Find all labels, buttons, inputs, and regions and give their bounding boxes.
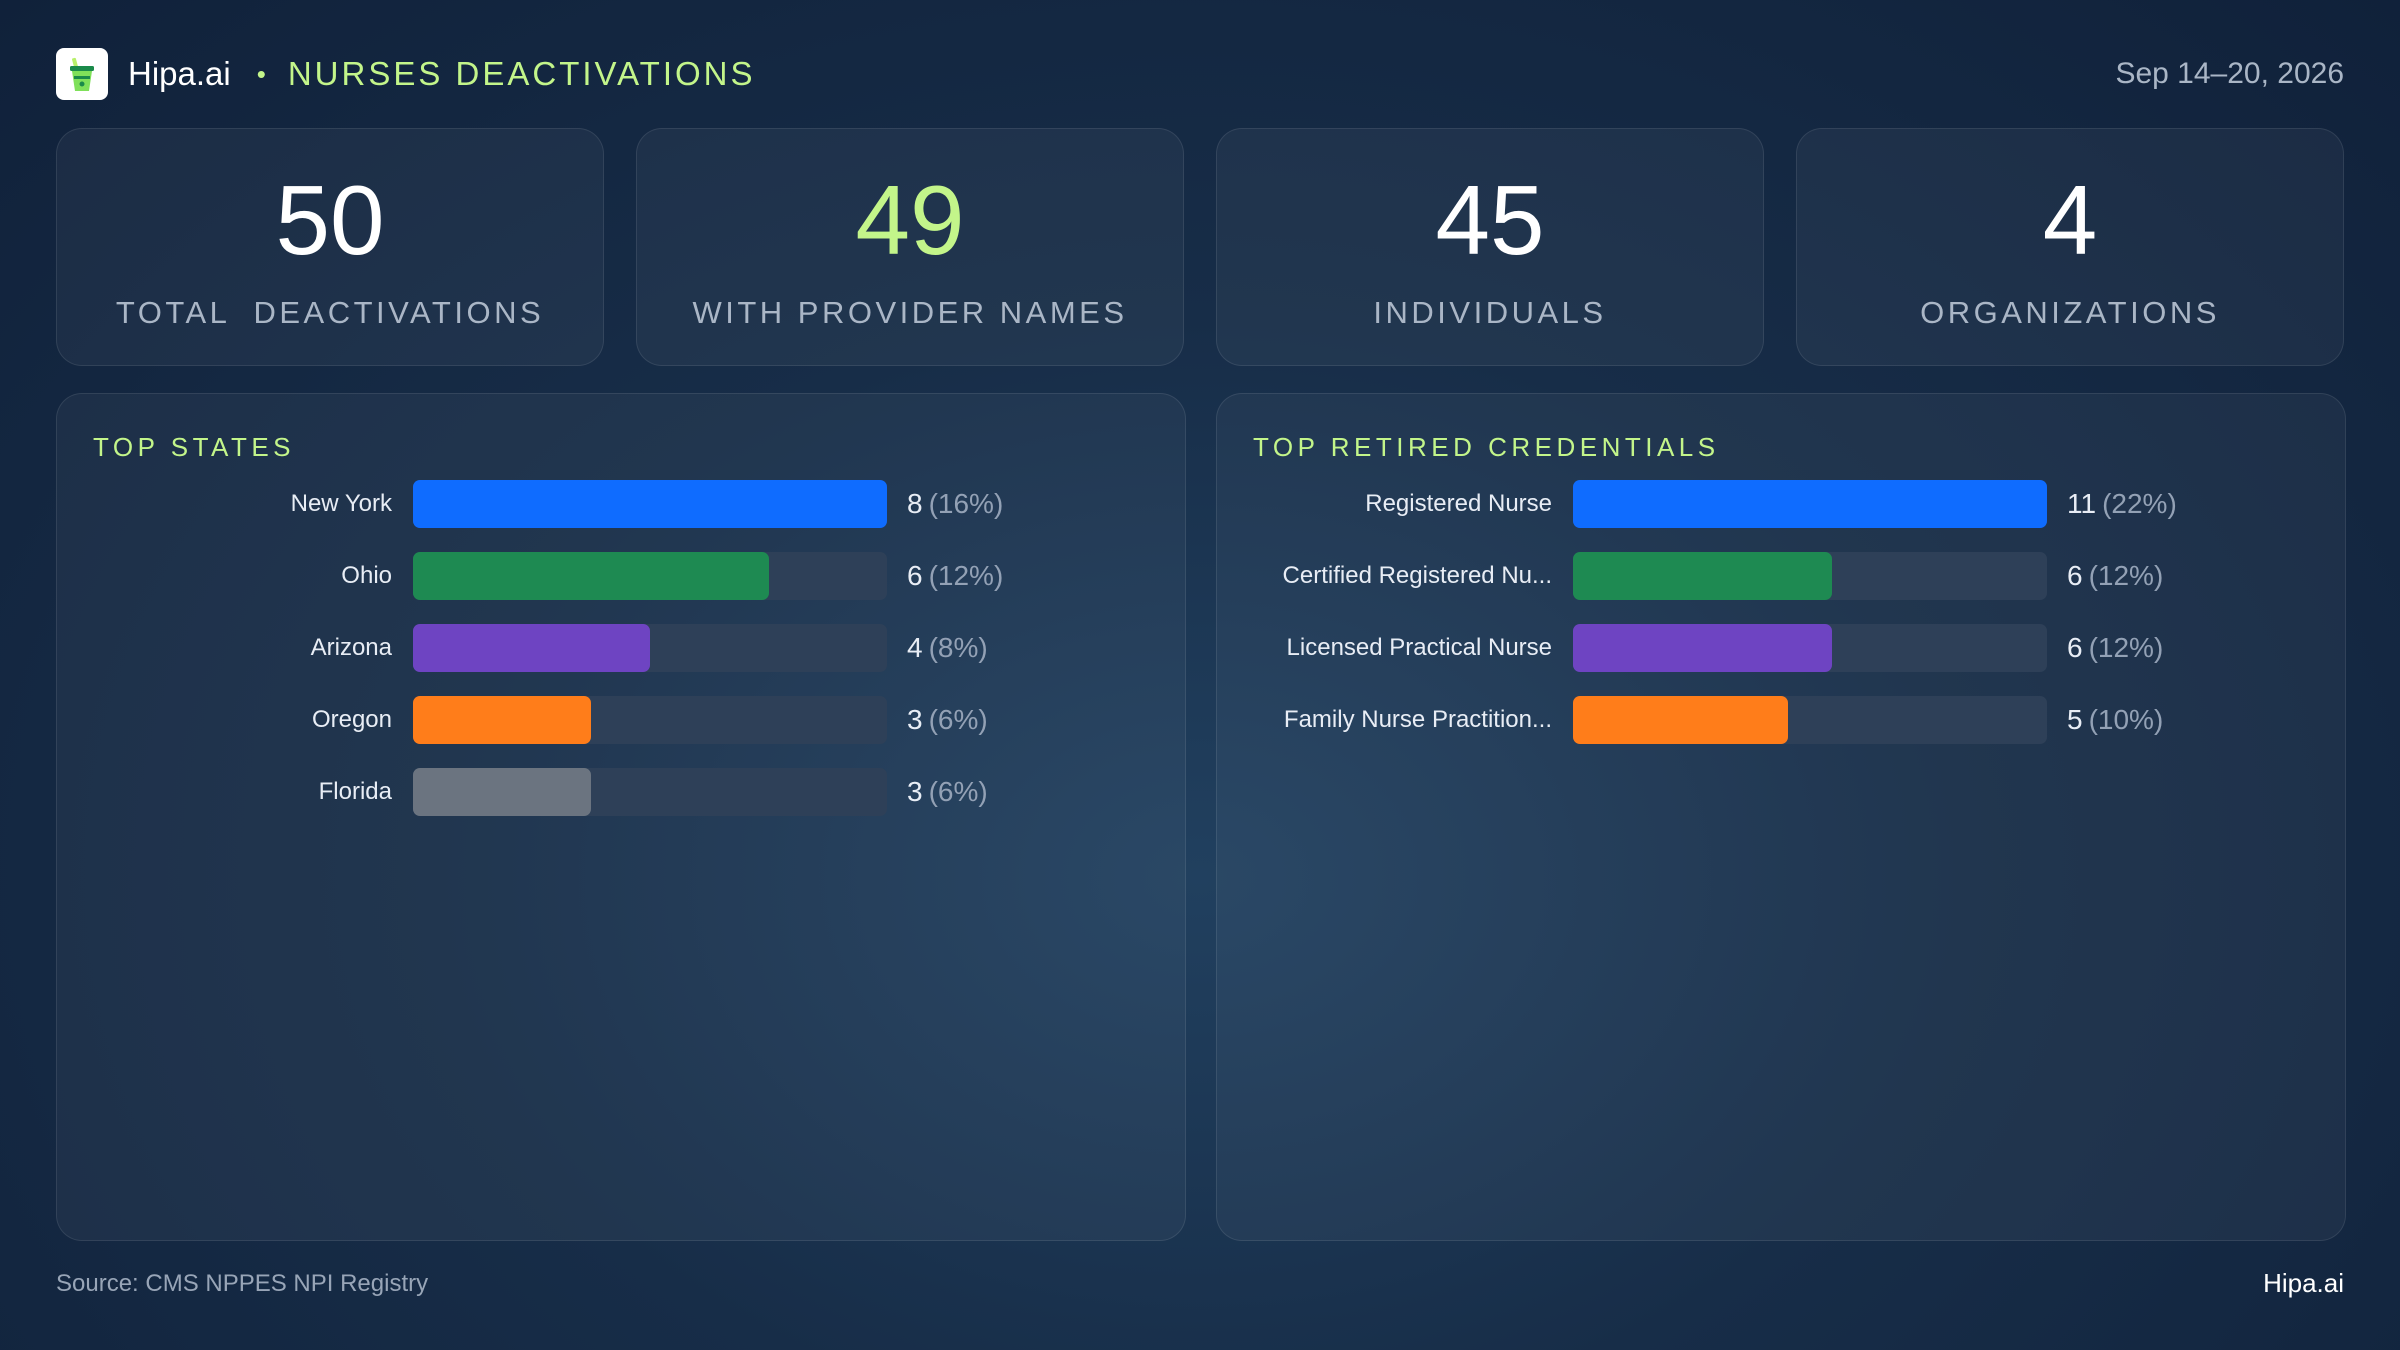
bar-count: 3: [907, 704, 923, 735]
bar-count: 8: [907, 488, 923, 519]
stat-value: 45: [1435, 165, 1545, 275]
bar: [1573, 696, 1789, 744]
bar-track: [1573, 624, 2047, 672]
bar-label: Oregon: [311, 706, 392, 733]
bar-row: Ohio 6 (12%): [57, 552, 1185, 600]
bar-count: 4: [907, 632, 923, 663]
stat-label: INDIVIDUALS: [1373, 295, 1607, 330]
bar-percent: (12%): [2088, 560, 2164, 591]
bar-percent: (8%): [928, 632, 988, 663]
bar: [1573, 624, 1832, 672]
bar-row: New York 8 (16%): [57, 480, 1185, 528]
bar-percent: (10%): [2088, 704, 2164, 735]
bar-label: Ohio: [341, 562, 392, 589]
bar-track: [1573, 552, 2047, 600]
bar-track: [413, 768, 887, 816]
stat-card-total: 50 TOTAL DEACTIVATIONS: [56, 128, 604, 366]
bar-count: 6: [907, 560, 923, 591]
brand-name: Hipa.ai: [128, 55, 231, 92]
top-states-panel: TOP STATES New York 8 (16%) Ohio 6 (12%) Arizo…: [56, 393, 1186, 1241]
header: Hipa.ai • NURSES DEACTIVATIONS Sep 14–20…: [56, 46, 2344, 102]
bar-value-label: 8 (16%): [907, 480, 1003, 528]
bar-track: [413, 480, 887, 528]
footer-brand: Hipa.ai: [2263, 1268, 2344, 1298]
stat-label: TOTAL DEACTIVATIONS: [115, 295, 545, 330]
drink-cup-icon: [56, 48, 108, 100]
bar-track: [413, 696, 887, 744]
bar-row: Arizona 4 (8%): [57, 624, 1185, 672]
bar-track: [1573, 480, 2047, 528]
bar-percent: (6%): [928, 776, 988, 807]
bar-percent: (22%): [2102, 488, 2177, 519]
bar-percent: (16%): [928, 488, 1004, 519]
stat-value: 49: [855, 165, 965, 275]
title-separator: •: [256, 58, 266, 89]
stat-value: 50: [275, 165, 385, 275]
bar-count: 5: [2067, 704, 2083, 735]
bar-label: Arizona: [310, 634, 392, 661]
bar: [413, 696, 591, 744]
top-credentials-panel: TOP RETIRED CREDENTIALS Registered Nurse…: [1216, 393, 2346, 1241]
bar-row: Licensed Practical Nurse 6 (12%): [1217, 624, 2345, 672]
bar-row: Registered Nurse 11 (22%): [1217, 480, 2345, 528]
bar-label: Florida: [318, 778, 392, 805]
bar-value-label: 6 (12%): [907, 552, 1003, 600]
page-title: NURSES DEACTIVATIONS: [287, 55, 756, 92]
bar-row: Family Nurse Practition... 5 (10%): [1217, 696, 2345, 744]
bar-row: Certified Registered Nu... 6 (12%): [1217, 552, 2345, 600]
bar-count: 6: [2067, 560, 2083, 591]
bar: [1573, 552, 1832, 600]
bar-percent: (12%): [928, 560, 1004, 591]
bar-value-label: 4 (8%): [907, 624, 988, 672]
bar-track: [413, 624, 887, 672]
bar-value-label: 3 (6%): [907, 768, 988, 816]
bar-count: 6: [2067, 632, 2083, 663]
bar-value-label: 6 (12%): [2067, 624, 2163, 672]
bar-percent: (6%): [928, 704, 988, 735]
bar-label: Registered Nurse: [1365, 490, 1552, 517]
stat-label: WITH PROVIDER NAMES: [692, 295, 1128, 330]
date-range: Sep 14–20, 2026: [2115, 57, 2344, 90]
bar-value-label: 3 (6%): [907, 696, 988, 744]
bar: [413, 480, 887, 528]
bar-count: 11: [2067, 488, 2097, 519]
bar: [413, 768, 591, 816]
stat-value: 4: [2042, 165, 2098, 275]
bar-value-label: 6 (12%): [2067, 552, 2163, 600]
bar: [1573, 480, 2047, 528]
bar-label: Certified Registered Nu...: [1282, 562, 1552, 589]
bar: [413, 552, 769, 600]
stat-label: ORGANIZATIONS: [1920, 295, 2220, 330]
bar-value-label: 11 (22%): [2067, 480, 2177, 528]
bar-label: Family Nurse Practition...: [1283, 706, 1552, 733]
panel-title: TOP RETIRED CREDENTIALS: [1253, 432, 1720, 462]
stat-card-individuals: 45 INDIVIDUALS: [1216, 128, 1764, 366]
stat-card-organizations: 4 ORGANIZATIONS: [1796, 128, 2344, 366]
bar-percent: (12%): [2088, 632, 2164, 663]
bar-value-label: 5 (10%): [2067, 696, 2163, 744]
panel-title: TOP STATES: [93, 432, 296, 462]
bar-track: [413, 552, 887, 600]
bar-row: Florida 3 (6%): [57, 768, 1185, 816]
bar: [413, 624, 650, 672]
bar-label: New York: [290, 490, 392, 517]
bar-track: [1573, 696, 2047, 744]
bar-row: Oregon 3 (6%): [57, 696, 1185, 744]
source-note: Source: CMS NPPES NPI Registry: [56, 1270, 429, 1297]
stat-card-with-provider-names: 49 WITH PROVIDER NAMES: [636, 128, 1184, 366]
bar-count: 3: [907, 776, 923, 807]
bar-label: Licensed Practical Nurse: [1286, 634, 1552, 661]
stat-cards: 50 TOTAL DEACTIVATIONS 49 WITH PROVIDER …: [56, 128, 2344, 366]
